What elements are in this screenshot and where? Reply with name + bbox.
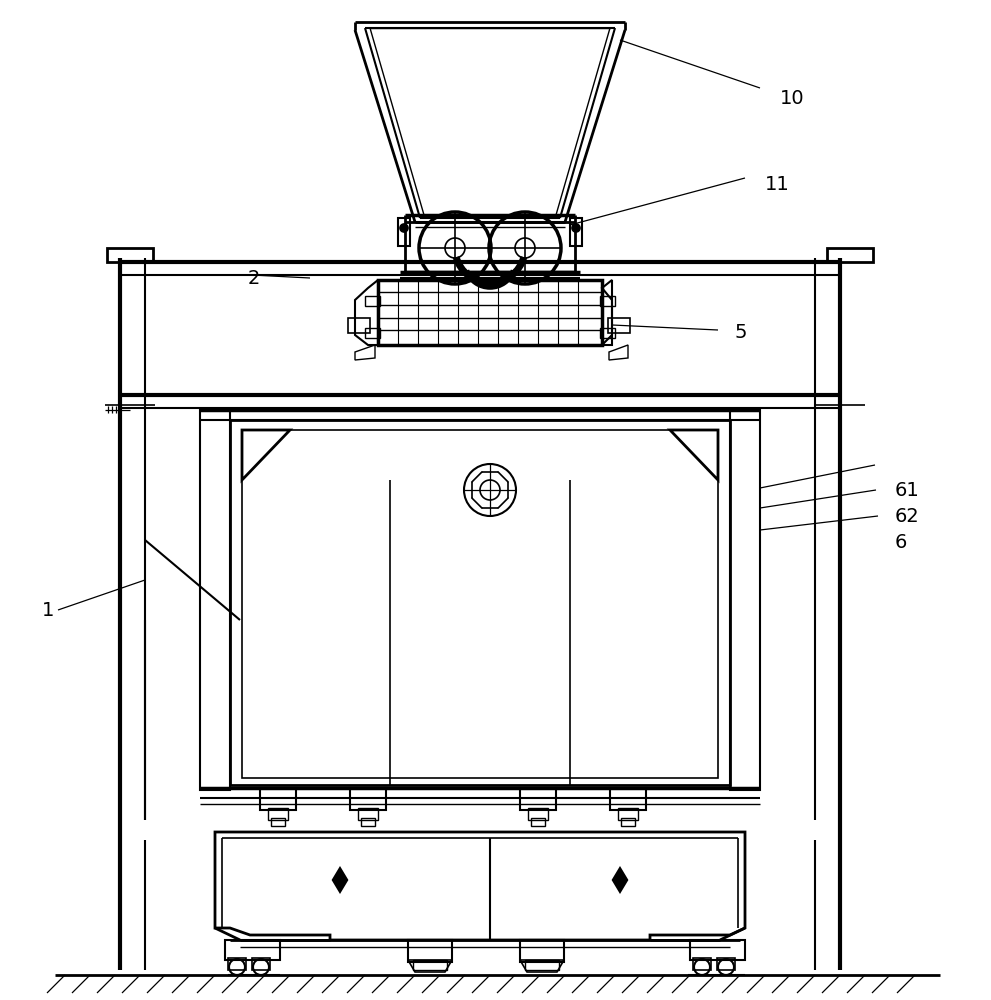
Bar — [378, 280, 602, 345]
Text: 2: 2 — [248, 268, 261, 288]
Bar — [520, 788, 556, 810]
Bar — [225, 940, 280, 960]
Bar — [271, 818, 285, 826]
Bar — [600, 296, 615, 306]
Circle shape — [400, 224, 408, 232]
Polygon shape — [612, 868, 627, 892]
Bar — [107, 248, 153, 262]
Bar — [693, 958, 711, 970]
Bar — [365, 296, 380, 306]
Bar — [528, 808, 548, 820]
Bar — [228, 958, 246, 970]
Bar — [690, 940, 745, 960]
Bar — [408, 940, 452, 962]
Bar — [260, 788, 296, 810]
Text: 5: 5 — [735, 324, 747, 342]
Bar — [610, 788, 646, 810]
Text: 6: 6 — [895, 532, 908, 552]
Text: 62: 62 — [895, 506, 920, 526]
Bar — [531, 818, 545, 826]
Bar — [827, 248, 873, 262]
Bar — [200, 410, 230, 790]
Bar — [398, 218, 410, 246]
Bar — [365, 328, 380, 338]
Bar — [730, 410, 760, 790]
Bar — [358, 808, 378, 820]
Bar — [350, 788, 386, 810]
Text: 61: 61 — [895, 481, 920, 499]
Bar — [717, 958, 735, 970]
Bar — [348, 318, 370, 333]
Bar — [525, 960, 559, 970]
Bar — [621, 818, 635, 826]
Bar — [520, 940, 564, 962]
Circle shape — [572, 224, 580, 232]
Bar — [242, 430, 718, 778]
Bar — [570, 218, 582, 246]
Bar — [268, 808, 288, 820]
Polygon shape — [333, 868, 347, 892]
Bar — [230, 420, 730, 785]
Text: 10: 10 — [780, 89, 805, 107]
Bar — [600, 328, 615, 338]
Text: 1: 1 — [42, 600, 55, 619]
Bar — [252, 958, 270, 970]
Bar — [608, 318, 630, 333]
Bar — [413, 960, 447, 970]
Bar — [361, 818, 375, 826]
Text: 11: 11 — [765, 176, 790, 194]
Bar — [618, 808, 638, 820]
